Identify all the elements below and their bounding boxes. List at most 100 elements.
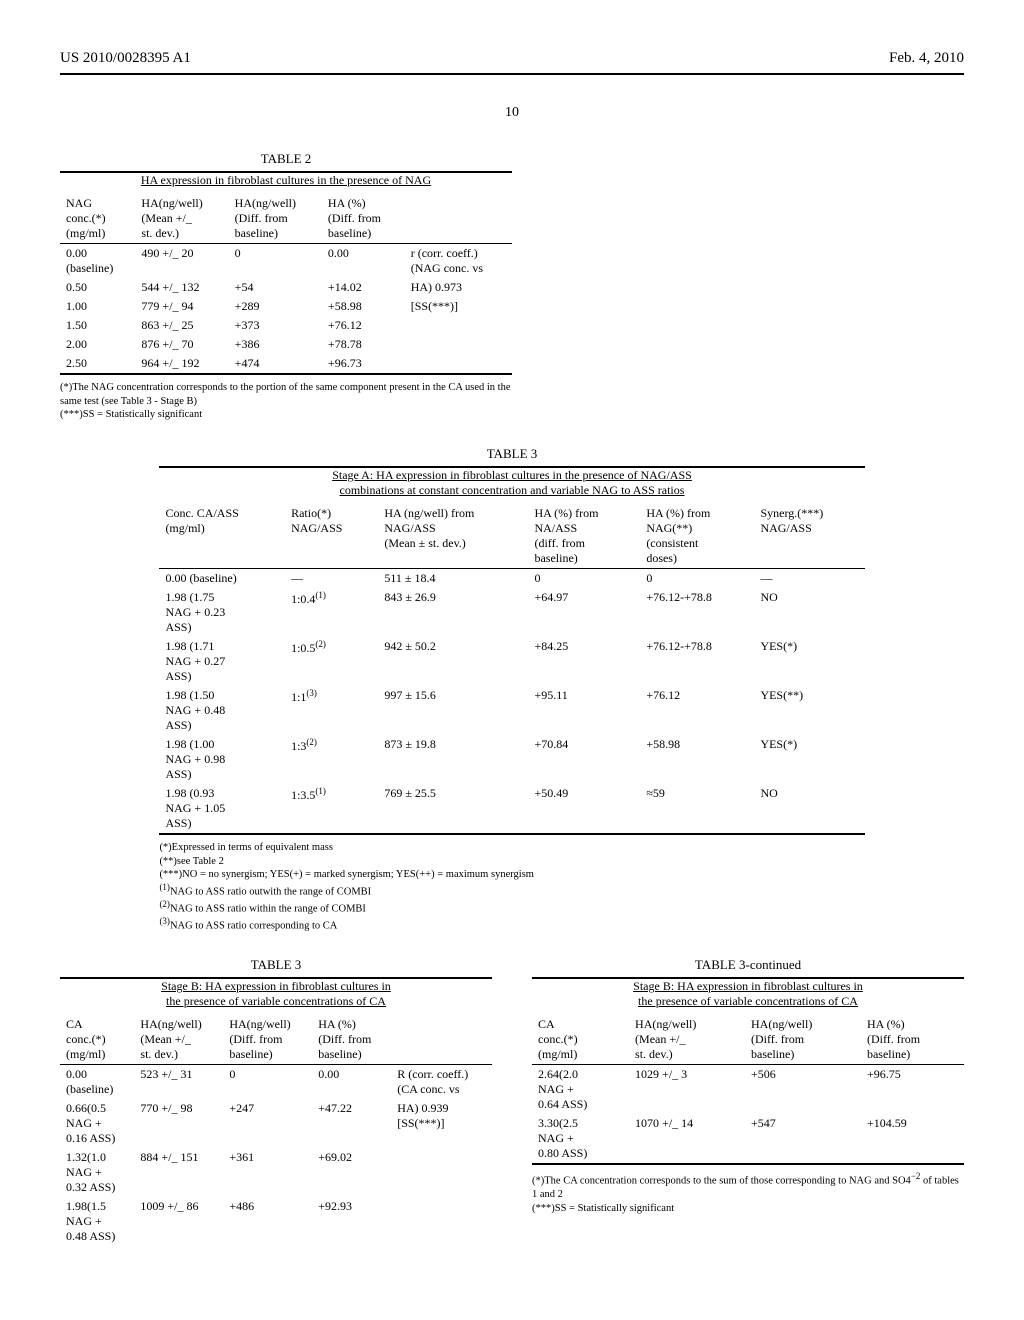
table-cell: 523 +/_ 31: [134, 1065, 223, 1099]
table-cell: +92.93: [312, 1197, 391, 1246]
table-cell: NO: [754, 784, 864, 833]
table-cell: 0: [223, 1065, 312, 1099]
table-row: 2.00876 +/_ 70+386+78.78: [60, 335, 512, 354]
column-header: NAG conc.(*) (mg/ml): [60, 194, 135, 244]
table-cell: 0: [640, 569, 754, 588]
page-number: 10: [60, 105, 964, 121]
table-cell: +54: [229, 278, 322, 297]
table-cell: 863 +/_ 25: [135, 316, 228, 335]
footnote-line: (**)see Table 2: [159, 855, 864, 869]
column-header: Synerg.(***) NAG/ASS: [754, 504, 864, 569]
table-cell: [405, 316, 512, 335]
table-cell: ≈59: [640, 784, 754, 833]
table-cell: 1.98 (1.71 NAG + 0.27 ASS): [159, 637, 285, 686]
table-3b-left-label: TABLE 3: [60, 957, 492, 973]
table-cell: +58.98: [640, 735, 754, 784]
column-header: CA conc.(*) (mg/ml): [532, 1015, 629, 1065]
table-row: 0.00 (baseline)490 +/_ 2000.00r (corr. c…: [60, 244, 512, 278]
table-cell: R (corr. coeff.) (CA conc. vs: [391, 1065, 492, 1099]
column-header: CA conc.(*) (mg/ml): [60, 1015, 134, 1065]
table-row: 1.98 (1.71 NAG + 0.27 ASS)1:0.5(2)942 ± …: [159, 637, 864, 686]
table-cell: +547: [745, 1114, 861, 1163]
header-divider: [60, 73, 964, 75]
table-cell: +76.12: [322, 316, 405, 335]
table-cell: 0.50: [60, 278, 135, 297]
table-cell: NO: [754, 588, 864, 637]
table-cell: +69.02: [312, 1148, 391, 1197]
table-cell: [405, 335, 512, 354]
table-3b-two-column: TABLE 3 Stage B: HA expression in fibrob…: [60, 957, 964, 1270]
table-cell: 0.00 (baseline): [60, 244, 135, 278]
table-cell: 1.00: [60, 297, 135, 316]
table-cell: +47.22: [312, 1099, 391, 1148]
table-row: 2.64(2.0 NAG + 0.64 ASS)1029 +/_ 3+506+9…: [532, 1065, 964, 1114]
table-cell: 0: [229, 244, 322, 278]
table-cell: 0.00: [312, 1065, 391, 1099]
table-cell: 2.00: [60, 335, 135, 354]
column-header: HA (%) (Diff. from baseline): [861, 1015, 964, 1065]
table-3b-left-container: TABLE 3 Stage B: HA expression in fibrob…: [60, 957, 492, 1246]
column-header: HA (ng/well) from NAG/ASS (Mean ± st. de…: [378, 504, 528, 569]
footnote-line: (3)NAG to ASS ratio corresponding to CA: [159, 916, 864, 933]
table-cell: +486: [223, 1197, 312, 1246]
column-header: HA(ng/well) (Diff. from baseline): [223, 1015, 312, 1065]
table-3a-footnotes: (*)Expressed in terms of equivalent mass…: [159, 841, 864, 933]
column-header: HA (%) (Diff. from baseline): [312, 1015, 391, 1065]
table-cell: +289: [229, 297, 322, 316]
table-cell: +474: [229, 354, 322, 373]
footnote-line: (*)The CA concentration corresponds to t…: [532, 1171, 964, 1202]
table-cell: 511 ± 18.4: [378, 569, 528, 588]
table-cell: 1029 +/_ 3: [629, 1065, 745, 1114]
table-2-label: TABLE 2: [60, 151, 512, 167]
table-cell: +78.78: [322, 335, 405, 354]
footnote-line: (2)NAG to ASS ratio within the range of …: [159, 899, 864, 916]
table-cell: 0: [528, 569, 640, 588]
column-header: HA (%) from NAG(**) (consistent doses): [640, 504, 754, 569]
table-cell: +247: [223, 1099, 312, 1148]
page-header: US 2010/0028395 A1 Feb. 4, 2010: [60, 50, 964, 67]
table-cell: +64.97: [528, 588, 640, 637]
table-cell: 0.66(0.5 NAG + 0.16 ASS): [60, 1099, 134, 1148]
table-row: 2.50964 +/_ 192+474+96.73: [60, 354, 512, 373]
column-header: HA (%) from NA/ASS (diff. from baseline): [528, 504, 640, 569]
table-cell: 0.00: [322, 244, 405, 278]
table-cell: +50.49: [528, 784, 640, 833]
table-cell: 1:0.4(1): [285, 588, 378, 637]
table-cell: YES(*): [754, 735, 864, 784]
column-header: [391, 1015, 492, 1065]
table-cell: 0.00 (baseline): [60, 1065, 134, 1099]
table-3b-right-title: Stage B: HA expression in fibroblast cul…: [532, 979, 964, 1009]
table-3a-container: TABLE 3 Stage A: HA expression in fibrob…: [159, 446, 864, 933]
table-row: 0.00 (baseline)—511 ± 18.400—: [159, 569, 864, 588]
table-cell: +95.11: [528, 686, 640, 735]
column-header: [405, 194, 512, 244]
column-header: Conc. CA/ASS (mg/ml): [159, 504, 285, 569]
table-cell: 964 +/_ 192: [135, 354, 228, 373]
table-cell: 2.50: [60, 354, 135, 373]
table-cell: +361: [223, 1148, 312, 1197]
table-3b-left: CA conc.(*) (mg/ml)HA(ng/well) (Mean +/_…: [60, 1015, 492, 1246]
table-cell: 1.98 (1.75 NAG + 0.23 ASS): [159, 588, 285, 637]
table-cell: 884 +/_ 151: [134, 1148, 223, 1197]
table-cell: [391, 1148, 492, 1197]
table-cell: 1:0.5(2): [285, 637, 378, 686]
table-cell: 1:1(3): [285, 686, 378, 735]
table-cell: +373: [229, 316, 322, 335]
table-cell: 1.98 (1.50 NAG + 0.48 ASS): [159, 686, 285, 735]
table-2-footnotes: (*)The NAG concentration corresponds to …: [60, 381, 512, 422]
table-row: 1.32(1.0 NAG + 0.32 ASS)884 +/_ 151+361+…: [60, 1148, 492, 1197]
table-2-title: HA expression in fibroblast cultures in …: [60, 173, 512, 188]
table-3a-title: Stage A: HA expression in fibroblast cul…: [159, 468, 864, 498]
table-cell: 1.50: [60, 316, 135, 335]
table-cell: YES(**): [754, 686, 864, 735]
column-header: HA(ng/well) (Mean +/_ st. dev.): [629, 1015, 745, 1065]
table-row: 1.98 (1.50 NAG + 0.48 ASS)1:1(3)997 ± 15…: [159, 686, 864, 735]
table-cell: 779 +/_ 94: [135, 297, 228, 316]
table-row: 3.30(2.5 NAG + 0.80 ASS)1070 +/_ 14+547+…: [532, 1114, 964, 1163]
table-cell: [391, 1197, 492, 1246]
footnote-line: (*)The NAG concentration corresponds to …: [60, 381, 512, 408]
column-header: HA(ng/well) (Mean +/_ st. dev.): [135, 194, 228, 244]
table-3a: Conc. CA/ASS (mg/ml)Ratio(*) NAG/ASSHA (…: [159, 504, 864, 833]
table-row: 0.00 (baseline)523 +/_ 3100.00R (corr. c…: [60, 1065, 492, 1099]
footnote-line: (***)SS = Statistically significant: [60, 408, 512, 422]
